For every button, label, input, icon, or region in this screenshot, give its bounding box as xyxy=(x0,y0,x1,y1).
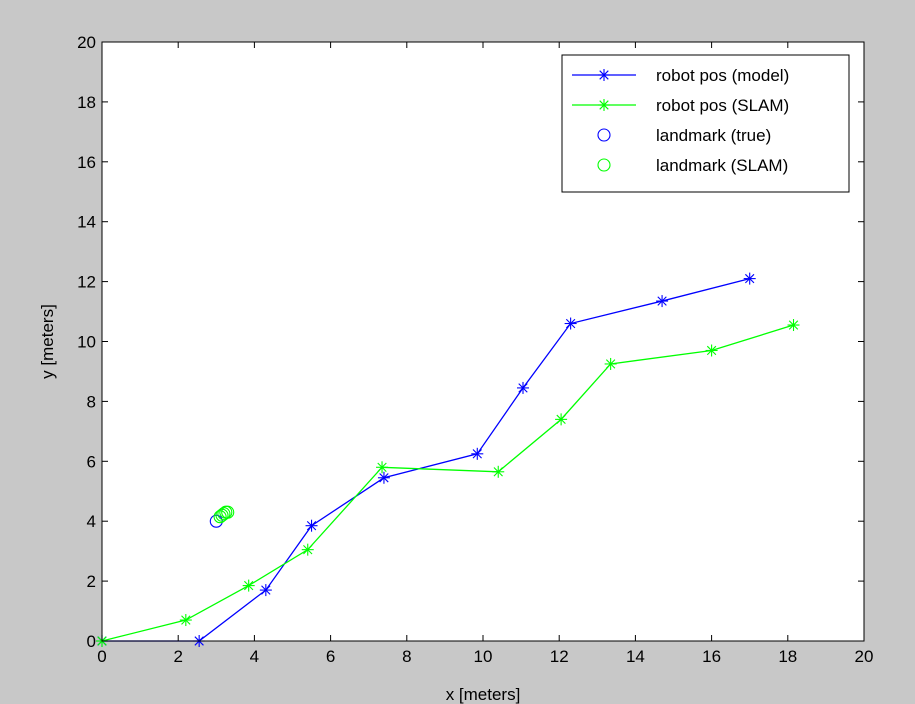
y-tick-label: 0 xyxy=(87,632,96,651)
data-point xyxy=(787,319,800,332)
x-tick-label: 6 xyxy=(326,647,335,666)
data-point xyxy=(492,465,505,478)
legend: robot pos (model) robot pos (SLAM) landmar… xyxy=(561,54,850,193)
y-tick-label: 4 xyxy=(87,512,96,531)
legend-label: landmark (SLAM) xyxy=(656,156,788,175)
y-tick-label: 18 xyxy=(77,93,96,112)
series-3 xyxy=(213,505,235,524)
data-point xyxy=(604,357,617,370)
data-point xyxy=(377,471,390,484)
x-tick-label: 10 xyxy=(474,647,493,666)
data-point xyxy=(259,584,272,597)
data-point xyxy=(564,317,577,330)
y-tick-label: 16 xyxy=(77,153,96,172)
data-point xyxy=(305,519,318,532)
y-tick-label: 20 xyxy=(77,33,96,52)
x-tick-label: 12 xyxy=(550,647,569,666)
ticks-layer: 0 2 4 6 8 10 12 14 16 18 20 0 2 4 6 8 10 12 14 16 18 20 xyxy=(77,33,873,666)
y-tick-label: 12 xyxy=(77,273,96,292)
x-tick-label: 20 xyxy=(855,647,874,666)
data-point xyxy=(471,447,484,460)
x-tick-label: 0 xyxy=(97,647,106,666)
legend-label: robot pos (SLAM) xyxy=(656,96,789,115)
y-tick-label: 10 xyxy=(77,333,96,352)
data-point xyxy=(517,381,530,394)
x-tick-label: 14 xyxy=(626,647,645,666)
y-tick-label: 8 xyxy=(87,392,96,411)
data-point xyxy=(555,413,568,426)
x-tick-label: 18 xyxy=(778,647,797,666)
legend-marker xyxy=(598,99,610,111)
series-line-1 xyxy=(101,324,794,642)
data-point xyxy=(301,543,314,556)
x-axis-label: x [meters] xyxy=(446,685,521,704)
data-point xyxy=(179,614,192,627)
data-point xyxy=(656,295,669,308)
legend-label: landmark (true) xyxy=(656,126,771,145)
legend-marker xyxy=(598,69,610,81)
y-tick-label: 14 xyxy=(77,213,96,232)
x-tick-label: 4 xyxy=(250,647,259,666)
y-tick-label: 2 xyxy=(87,572,96,591)
legend-marker xyxy=(597,158,611,172)
x-tick-label: 16 xyxy=(702,647,721,666)
series-line-0 xyxy=(102,277,750,642)
data-point xyxy=(743,272,756,285)
y-axis-label: y [meters] xyxy=(38,304,57,379)
x-tick-label: 8 xyxy=(402,647,411,666)
x-tick-label: 2 xyxy=(173,647,182,666)
y-tick-label: 6 xyxy=(87,452,96,471)
data-point xyxy=(376,461,389,474)
legend-label: robot pos (model) xyxy=(656,66,789,85)
data-point xyxy=(242,579,255,592)
data-point xyxy=(221,505,235,519)
data-point xyxy=(705,344,718,357)
legend-marker xyxy=(597,128,611,142)
legend-box xyxy=(561,54,850,193)
